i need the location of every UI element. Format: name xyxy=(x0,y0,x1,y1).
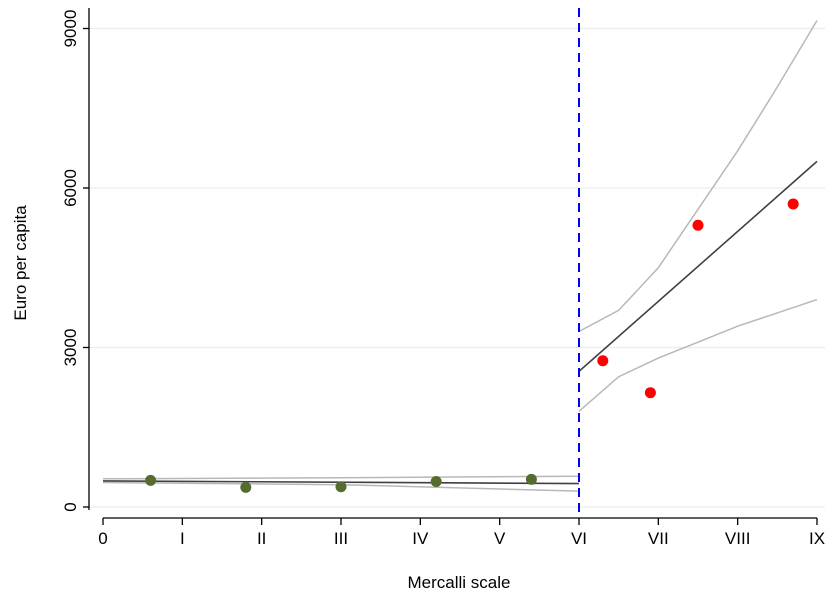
data-point xyxy=(430,475,442,487)
data-point xyxy=(692,219,704,231)
fit-line-right xyxy=(578,160,818,372)
y-tick-label: 6000 xyxy=(61,169,80,207)
y-tick-label: 0 xyxy=(61,502,80,511)
data-point xyxy=(145,474,157,486)
data-point xyxy=(597,355,609,367)
x-tick-label: II xyxy=(257,529,266,548)
ci-lower-right xyxy=(578,298,818,412)
grid-lines xyxy=(89,27,825,508)
ci-upper-right xyxy=(578,20,818,333)
x-tick-label: I xyxy=(180,529,185,548)
x-tick-label: IX xyxy=(809,529,825,548)
data-point xyxy=(240,481,252,493)
data-point xyxy=(335,481,347,493)
fit-lines xyxy=(102,160,818,485)
data-point xyxy=(787,198,799,210)
y-axis-title: Euro per capita xyxy=(11,205,30,321)
y-tick-label: 3000 xyxy=(61,329,80,367)
x-tick-label: 0 xyxy=(98,529,107,548)
y-tick-label: 9000 xyxy=(61,10,80,48)
x-tick-label: V xyxy=(494,529,506,548)
x-axis-title: Mercalli scale xyxy=(408,573,511,592)
data-point xyxy=(525,473,537,485)
x-tick-label: VIII xyxy=(725,529,751,548)
ci-upper-left xyxy=(102,475,580,480)
data-points xyxy=(145,198,799,493)
data-point xyxy=(644,387,656,399)
x-tick-label: VI xyxy=(571,529,587,548)
x-tick-label: III xyxy=(334,529,348,548)
x-tick-label: IV xyxy=(412,529,429,548)
x-tick-label: VII xyxy=(648,529,669,548)
